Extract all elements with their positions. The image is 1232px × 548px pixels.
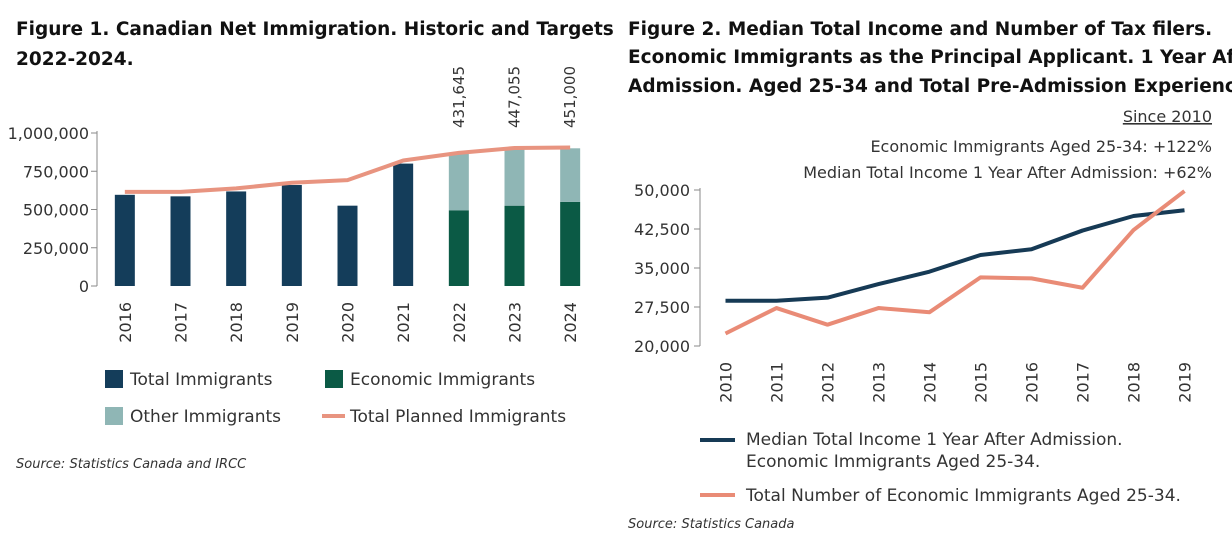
legend-label-economic: Economic Immigrants	[350, 370, 535, 390]
y-tick-label: 0	[79, 277, 89, 296]
line-total-planned-immigrants	[124, 145, 571, 194]
figure2-note-immigrants: Economic Immigrants Aged 25-34: +122%	[870, 137, 1212, 156]
figure1-planned-line	[124, 145, 571, 194]
y-tick-label: 42,500	[634, 220, 690, 239]
x-tick-label: 2023	[506, 302, 525, 343]
figure1-source: Source: Statistics Canada and IRCC	[16, 457, 247, 472]
x-tick-label: 2014	[921, 362, 940, 403]
y-tick-label: 250,000	[23, 239, 89, 258]
x-tick-label: 2019	[283, 302, 302, 343]
figure1-bars	[114, 147, 581, 286]
figure1-title-line2: 2022-2024.	[16, 49, 134, 70]
data-label: 451,000	[561, 66, 579, 128]
bar-economic-immigrants	[504, 205, 525, 286]
bar-total-immigrants	[281, 185, 302, 286]
bar-economic-immigrants	[560, 201, 581, 286]
figure2-title-line3: Admission. Aged 25-34 and Total Pre-Admi…	[628, 76, 1232, 97]
x-tick-label: 2021	[394, 302, 413, 343]
y-tick-label: 750,000	[23, 162, 89, 181]
x-tick-label: 2019	[1176, 362, 1195, 403]
figure2-title-line1: Figure 2. Median Total Income and Number…	[628, 19, 1212, 40]
figure2-source: Source: Statistics Canada	[628, 517, 795, 532]
legend-label-other: Other Immigrants	[130, 407, 281, 427]
bar-other-immigrants	[504, 147, 525, 206]
x-tick-label: 2011	[768, 362, 787, 403]
legend-label-planned: Total Planned Immigrants	[349, 407, 566, 427]
legend-label-total: Total Immigrants	[129, 370, 273, 390]
x-tick-label: 2018	[227, 302, 246, 343]
x-tick-label: 2024	[561, 302, 580, 343]
y-tick-label: 20,000	[634, 337, 690, 356]
bar-total-immigrants	[226, 191, 247, 286]
y-tick-label: 50,000	[634, 181, 690, 200]
legend-swatch-other	[105, 407, 123, 425]
legend-swatch-economic	[325, 370, 343, 388]
bar-other-immigrants	[560, 148, 581, 202]
bar-total-immigrants	[337, 205, 358, 286]
data-label: 447,055	[506, 66, 524, 128]
bar-total-immigrants	[393, 163, 414, 286]
x-tick-label: 2018	[1125, 362, 1144, 403]
x-tick-label: 2012	[819, 362, 838, 403]
x-tick-label: 2022	[450, 302, 469, 343]
figure1-axes: 0 250,000 500,000 750,000 1,000,000 2016 2017 2…	[8, 124, 581, 343]
x-tick-label: 2016	[1023, 362, 1042, 403]
legend-swatch-total	[105, 370, 123, 388]
x-tick-label: 2015	[972, 362, 991, 403]
figure1-data-labels: 431,645 447,055 451,000	[450, 66, 579, 128]
bar-total-immigrants	[114, 194, 135, 286]
x-tick-label: 2013	[870, 362, 889, 403]
data-label: 431,645	[450, 66, 468, 128]
x-tick-label: 2017	[172, 302, 191, 343]
y-tick-label: 35,000	[634, 259, 690, 278]
line-economic-immigrants-count	[724, 189, 1186, 336]
figure2-plot-area: 20,000 27,500 35,000 42,500 50,000 2010 2011 20…	[634, 181, 1194, 403]
figure1-chart: Figure 1. Canadian Net Immigration. Hist…	[8, 19, 614, 472]
figure1-title-line1: Figure 1. Canadian Net Immigration. Hist…	[16, 19, 614, 40]
legend-label-income-line1: Median Total Income 1 Year After Admissi…	[746, 430, 1123, 450]
bar-other-immigrants	[448, 153, 469, 211]
y-tick-label: 27,500	[634, 298, 690, 317]
x-tick-label: 2017	[1074, 362, 1093, 403]
bar-economic-immigrants	[448, 210, 469, 286]
figure2-since-note: Since 2010	[1123, 107, 1212, 126]
figure2-title-line2: Economic Immigrants as the Principal App…	[628, 47, 1232, 68]
x-tick-label: 2020	[339, 302, 358, 343]
legend-label-filers: Total Number of Economic Immigrants Aged…	[745, 486, 1181, 506]
y-tick-label: 1,000,000	[8, 124, 89, 143]
bar-total-immigrants	[170, 196, 191, 286]
y-tick-label: 500,000	[23, 201, 89, 220]
x-tick-label: 2010	[717, 362, 736, 403]
legend-label-income-line2: Economic Immigrants Aged 25-34.	[746, 452, 1040, 472]
figure2-note-income: Median Total Income 1 Year After Admissi…	[803, 163, 1212, 182]
line-median-income	[725, 208, 1185, 303]
x-tick-label: 2016	[116, 302, 135, 343]
